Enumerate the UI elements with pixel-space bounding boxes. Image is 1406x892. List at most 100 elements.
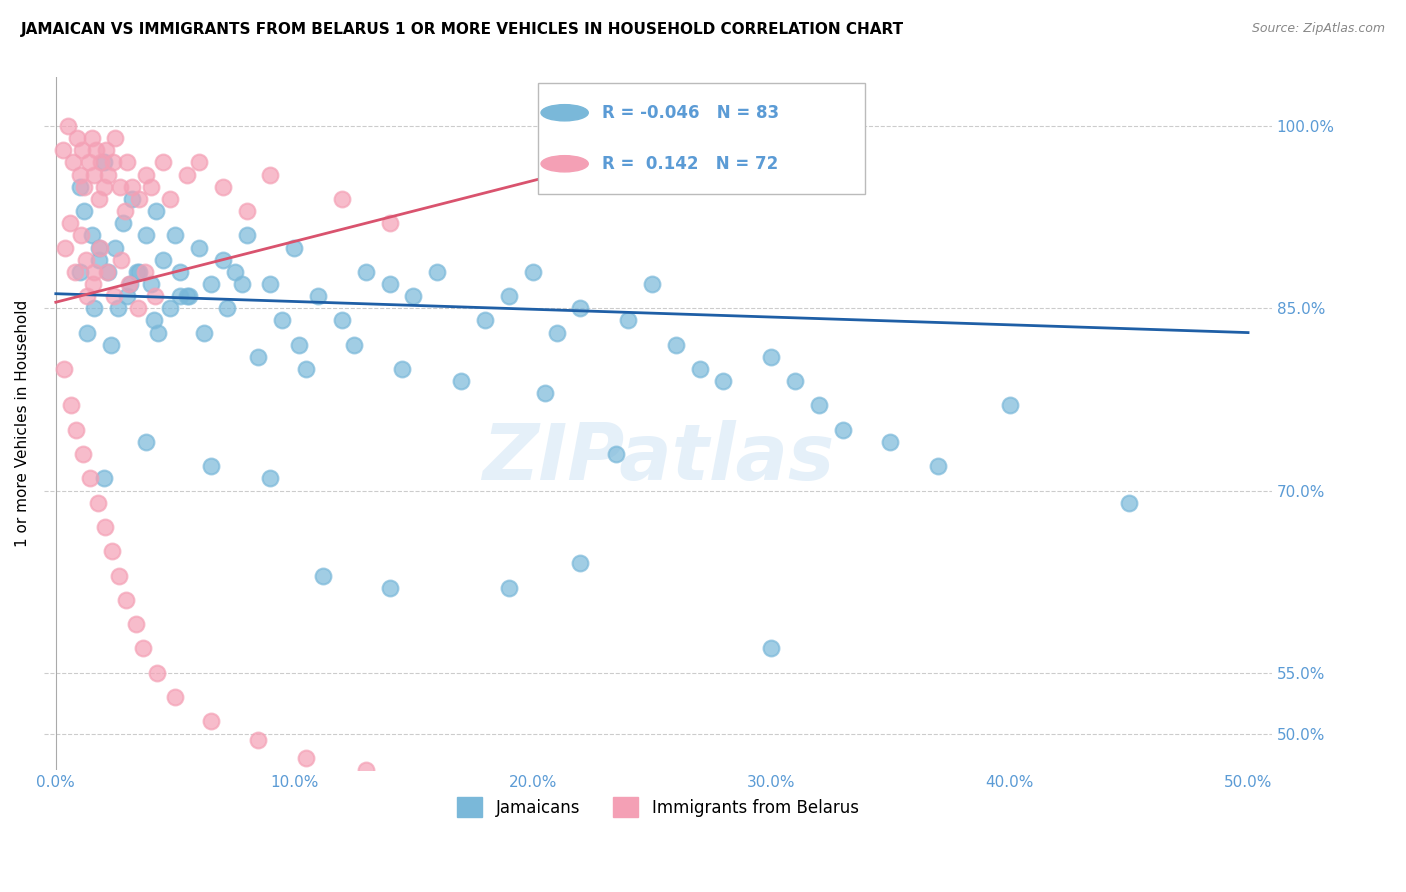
Point xyxy=(295,362,318,376)
Point xyxy=(76,326,98,340)
Point xyxy=(104,131,127,145)
Point xyxy=(474,313,496,327)
Point xyxy=(97,265,120,279)
Point xyxy=(927,459,949,474)
Point xyxy=(187,241,209,255)
Point xyxy=(87,192,110,206)
Point xyxy=(93,471,115,485)
Point xyxy=(70,228,93,243)
Point xyxy=(159,301,181,316)
Point xyxy=(125,265,148,279)
Point xyxy=(93,155,115,169)
Point xyxy=(87,241,110,255)
Point xyxy=(450,787,472,801)
Point xyxy=(176,168,198,182)
Point xyxy=(378,581,401,595)
Point xyxy=(59,216,82,230)
Point xyxy=(200,714,222,729)
Point xyxy=(96,265,118,279)
Point xyxy=(231,277,253,291)
Point xyxy=(426,265,449,279)
Point xyxy=(307,289,329,303)
Point xyxy=(391,362,413,376)
Point xyxy=(569,301,592,316)
Point xyxy=(108,568,131,582)
Point xyxy=(831,423,853,437)
Point xyxy=(52,144,75,158)
Point xyxy=(522,799,544,814)
Text: Source: ZipAtlas.com: Source: ZipAtlas.com xyxy=(1251,22,1385,36)
Text: JAMAICAN VS IMMIGRANTS FROM BELARUS 1 OR MORE VEHICLES IN HOUSEHOLD CORRELATION : JAMAICAN VS IMMIGRANTS FROM BELARUS 1 OR… xyxy=(21,22,904,37)
Point xyxy=(759,641,782,656)
Point xyxy=(211,179,233,194)
Point xyxy=(148,326,170,340)
Point xyxy=(76,289,98,303)
Point xyxy=(569,557,592,571)
Point xyxy=(108,179,131,194)
Point xyxy=(66,131,89,145)
Point xyxy=(79,471,101,485)
Point xyxy=(759,350,782,364)
Point xyxy=(163,228,186,243)
Point xyxy=(259,277,281,291)
Point xyxy=(211,252,233,267)
Point xyxy=(271,313,294,327)
Point xyxy=(159,192,181,206)
Point xyxy=(713,812,735,826)
Point xyxy=(224,265,246,279)
Point xyxy=(163,690,186,704)
Point xyxy=(104,241,127,255)
Point xyxy=(402,775,425,789)
Point xyxy=(235,228,257,243)
Point xyxy=(75,252,97,267)
Point xyxy=(783,374,806,388)
Point xyxy=(80,228,103,243)
Point xyxy=(187,155,209,169)
Point xyxy=(94,144,117,158)
Point xyxy=(69,179,91,194)
Point xyxy=(128,192,150,206)
Point xyxy=(65,423,87,437)
Point xyxy=(879,434,901,449)
Point xyxy=(83,168,105,182)
Point xyxy=(665,337,688,351)
Point xyxy=(69,265,91,279)
Point xyxy=(689,362,711,376)
Point xyxy=(295,751,318,765)
Point xyxy=(117,289,139,303)
Point xyxy=(114,204,136,219)
Point xyxy=(111,216,134,230)
Point xyxy=(200,277,222,291)
Point xyxy=(546,326,568,340)
Point xyxy=(152,155,174,169)
Point xyxy=(217,301,239,316)
FancyBboxPatch shape xyxy=(537,83,865,194)
Point xyxy=(533,386,555,401)
Point xyxy=(69,168,91,182)
Point xyxy=(235,204,257,219)
Point xyxy=(378,216,401,230)
Point xyxy=(498,581,520,595)
Point xyxy=(522,265,544,279)
Point xyxy=(402,289,425,303)
Text: R =  0.142   N = 72: R = 0.142 N = 72 xyxy=(602,155,778,173)
Point xyxy=(193,326,215,340)
Point xyxy=(641,277,664,291)
Point xyxy=(145,204,167,219)
Point xyxy=(62,155,84,169)
Point xyxy=(115,593,138,607)
Point xyxy=(343,337,366,351)
Point xyxy=(60,399,83,413)
Point xyxy=(80,131,103,145)
Point xyxy=(87,252,110,267)
Point xyxy=(330,192,353,206)
Circle shape xyxy=(541,104,588,120)
Legend: Jamaicans, Immigrants from Belarus: Jamaicans, Immigrants from Belarus xyxy=(450,790,865,824)
Point xyxy=(53,241,76,255)
Point xyxy=(498,289,520,303)
Point xyxy=(128,265,150,279)
Point xyxy=(70,144,93,158)
Point xyxy=(63,265,86,279)
Point xyxy=(83,301,105,316)
Point xyxy=(121,179,143,194)
